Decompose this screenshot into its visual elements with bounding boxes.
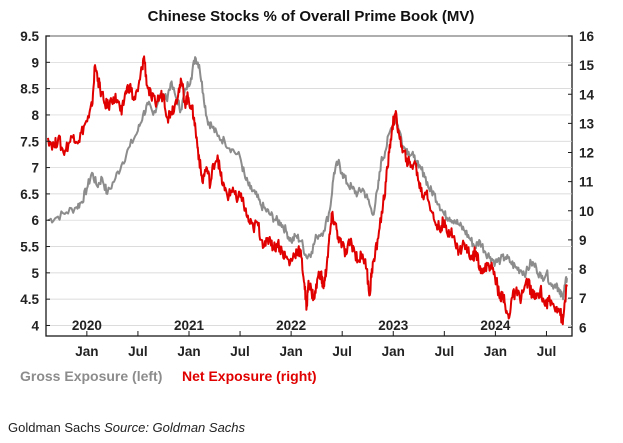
right-tick-label: 7 [579,291,587,306]
right-tick-label: 9 [579,233,587,248]
month-label: Jul [537,344,557,359]
series-layer [47,55,568,326]
left-tick-label: 7 [31,161,39,176]
left-tick-label: 6.5 [20,187,39,202]
month-label: Jul [230,344,250,359]
left-tick-label: 4.5 [20,292,39,307]
left-tick-label: 8.5 [20,82,39,97]
caption-source: Source: Goldman Sachs [104,420,246,435]
chart: Chinese Stocks % of Overall Prime Book (… [20,8,595,384]
right-tick-label: 15 [579,58,595,73]
right-tick-label: 10 [579,204,594,219]
month-label: Jan [484,344,507,359]
left-axis: 4 4.5 5 5.5 6 6.5 7 7.5 8 8.5 9 9.5 [20,29,50,333]
legend-net-label: Net Exposure (right) [182,368,317,384]
right-tick-label: 12 [579,146,594,161]
chart-title: Chinese Stocks % of Overall Prime Book (… [148,8,475,25]
legend-net: Net Exposure (right) [182,368,317,384]
caption: Goldman Sachs Source: Goldman Sachs [8,420,245,435]
plot-area [45,35,573,337]
right-axis: 6 7 8 9 10 11 12 13 14 15 16 [568,29,595,335]
month-label: Jul [435,344,455,359]
right-tick-label: 13 [579,116,595,131]
series-net-exposure [47,55,568,326]
right-tick-label: 8 [579,262,587,277]
month-labels: Jan Jul Jan Jul Jan Jul Jan Jul Jan Jul [75,331,556,359]
left-tick-label: 9.5 [20,29,39,44]
year-label: 2021 [174,318,205,333]
left-tick-label: 5.5 [20,240,39,255]
year-label: 2023 [378,318,409,333]
right-tick-label: 6 [579,320,587,335]
month-label: Jul [332,344,352,359]
year-label: 2022 [276,318,306,333]
left-tick-label: 9 [31,55,39,70]
month-label: Jan [75,344,98,359]
month-label: Jan [382,344,405,359]
right-tick-label: 16 [579,29,595,44]
month-label: Jan [177,344,200,359]
left-tick-label: 7.5 [20,134,39,149]
left-tick-label: 8 [31,108,39,123]
year-label: 2024 [480,318,511,333]
right-tick-label: 11 [579,175,594,190]
left-tick-label: 6 [31,213,39,228]
right-tick-label: 14 [579,87,595,102]
month-label: Jul [128,344,148,359]
left-tick-label: 5 [31,266,39,281]
month-label: Jan [279,344,302,359]
left-tick-label: 4 [31,318,39,333]
legend-gross-label: Gross Exposure (left) [20,368,162,384]
year-label: 2020 [72,318,102,333]
gridlines [46,35,572,326]
caption-author: Goldman Sachs [8,420,101,435]
legend-gross: Gross Exposure (left) [20,368,162,384]
year-labels: 2020 2021 2022 2023 2024 [72,318,511,333]
